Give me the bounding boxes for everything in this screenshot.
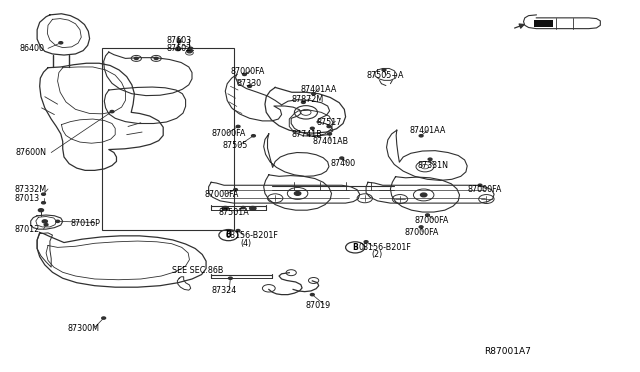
Circle shape — [42, 193, 45, 195]
Circle shape — [310, 294, 314, 296]
Text: 87603: 87603 — [166, 36, 191, 45]
Circle shape — [478, 184, 482, 186]
Text: 87517: 87517 — [317, 118, 342, 126]
Text: B: B — [353, 243, 358, 251]
Text: 87741B: 87741B — [291, 130, 322, 139]
Text: R87001A7: R87001A7 — [484, 347, 531, 356]
Circle shape — [419, 135, 423, 137]
Text: 87602: 87602 — [166, 44, 191, 53]
Text: 87505: 87505 — [223, 141, 248, 150]
Text: 87000FA: 87000FA — [467, 185, 502, 194]
Text: SEE SEC.86B: SEE SEC.86B — [172, 266, 223, 275]
Text: 08156-B201F: 08156-B201F — [225, 231, 278, 240]
Circle shape — [222, 206, 228, 210]
Circle shape — [236, 125, 240, 128]
Text: 87013: 87013 — [14, 194, 39, 203]
Text: 87401AA: 87401AA — [410, 126, 446, 135]
Circle shape — [310, 127, 314, 129]
Text: 87401AB: 87401AB — [312, 137, 348, 146]
Circle shape — [236, 230, 240, 232]
Text: 87000FA: 87000FA — [211, 129, 246, 138]
Text: B: B — [226, 230, 231, 239]
Circle shape — [312, 93, 316, 95]
Text: 87300M: 87300M — [67, 324, 99, 333]
Circle shape — [428, 158, 432, 160]
Text: 87000FA: 87000FA — [415, 216, 449, 225]
Circle shape — [252, 135, 255, 137]
Circle shape — [419, 226, 423, 228]
Circle shape — [110, 110, 114, 113]
Text: 86400: 86400 — [19, 44, 44, 53]
Text: 87501A: 87501A — [219, 208, 250, 217]
Bar — [534, 20, 553, 27]
Circle shape — [248, 85, 252, 87]
Circle shape — [187, 50, 192, 53]
Text: 87872M: 87872M — [291, 95, 323, 104]
Text: 87012: 87012 — [14, 225, 39, 234]
Circle shape — [154, 57, 158, 60]
Circle shape — [340, 157, 344, 159]
Circle shape — [328, 133, 332, 135]
Circle shape — [250, 206, 256, 210]
Text: 87019: 87019 — [306, 301, 331, 310]
Circle shape — [301, 101, 305, 103]
Text: 87600N: 87600N — [15, 148, 46, 157]
Circle shape — [134, 57, 138, 60]
Text: 87000FA: 87000FA — [230, 67, 265, 76]
Circle shape — [42, 220, 47, 223]
Circle shape — [175, 48, 180, 51]
Circle shape — [38, 209, 44, 212]
Circle shape — [42, 202, 45, 204]
Text: 87000FA: 87000FA — [205, 190, 239, 199]
Circle shape — [177, 41, 181, 43]
Text: 87000FA: 87000FA — [404, 228, 439, 237]
Circle shape — [56, 220, 60, 222]
Text: 87400: 87400 — [330, 159, 355, 168]
Text: (2): (2) — [371, 250, 383, 259]
Circle shape — [44, 224, 48, 226]
Circle shape — [59, 42, 63, 44]
Text: 87330: 87330 — [237, 79, 262, 88]
Text: 08156-B201F: 08156-B201F — [358, 243, 412, 251]
Text: 87331N: 87331N — [417, 161, 448, 170]
Text: 87505+A: 87505+A — [366, 71, 404, 80]
Text: 87324: 87324 — [211, 286, 236, 295]
Circle shape — [426, 214, 429, 216]
Text: (4): (4) — [240, 239, 251, 248]
Text: 87332M: 87332M — [14, 185, 46, 194]
Circle shape — [382, 69, 386, 71]
Circle shape — [234, 189, 237, 191]
Circle shape — [102, 317, 106, 319]
Circle shape — [364, 241, 368, 243]
Text: 87016P: 87016P — [70, 219, 100, 228]
Circle shape — [294, 192, 301, 195]
Circle shape — [241, 206, 245, 209]
Circle shape — [327, 125, 331, 128]
Bar — [102, 48, 234, 230]
Circle shape — [228, 277, 232, 279]
Text: 87401AA: 87401AA — [301, 85, 337, 94]
Circle shape — [420, 193, 427, 197]
Circle shape — [189, 47, 193, 49]
Circle shape — [243, 73, 246, 76]
